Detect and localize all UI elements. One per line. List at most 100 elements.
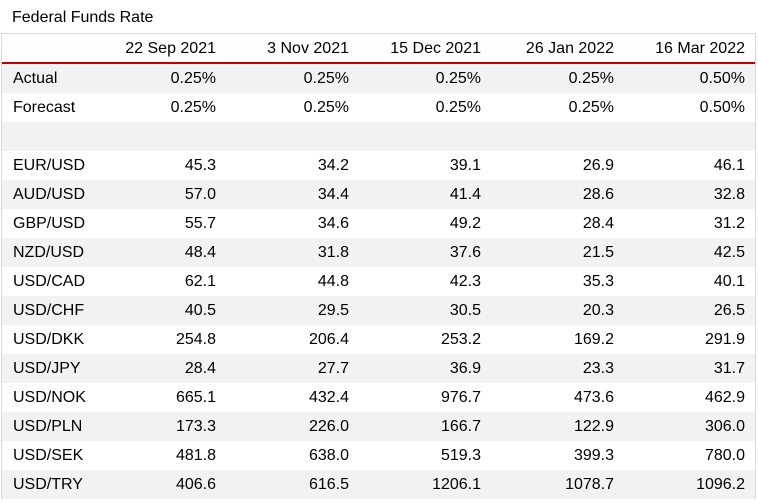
table-cell: 28.4 xyxy=(582,215,614,232)
table-cell: 0.50% xyxy=(699,70,745,87)
table-cell: 55.7 xyxy=(184,215,216,232)
table-cell: 37.6 xyxy=(449,244,481,261)
table-cell: 44.8 xyxy=(317,273,349,290)
row-label xyxy=(2,122,96,151)
table-cell: 473.6 xyxy=(573,389,614,406)
row-label: USD/CAD xyxy=(13,273,86,290)
table-row: Actual 0.25% 0.25% 0.25% 0.25% 0.50% xyxy=(2,64,755,93)
table-cell: 0.25% xyxy=(568,70,614,87)
table-cell: 45.3 xyxy=(184,157,216,174)
table-cell xyxy=(353,122,484,151)
table-body: Actual 0.25% 0.25% 0.25% 0.25% 0.50% Forecast 0… xyxy=(2,64,755,499)
table-cell: 34.2 xyxy=(317,157,349,174)
table-cell xyxy=(222,122,353,151)
table-cell: 26.9 xyxy=(582,157,614,174)
table-cell: 49.2 xyxy=(449,215,481,232)
table-cell xyxy=(96,122,222,151)
table-cell: 31.8 xyxy=(317,244,349,261)
table-cell: 406.6 xyxy=(175,476,216,493)
table-cell: 26.5 xyxy=(713,302,745,319)
table-cell: 665.1 xyxy=(175,389,216,406)
table-cell: 27.7 xyxy=(317,360,349,377)
table-cell: 253.2 xyxy=(440,331,481,348)
table-cell: 462.9 xyxy=(704,389,745,406)
table-cell: 40.5 xyxy=(184,302,216,319)
table-cell: 29.5 xyxy=(317,302,349,319)
table-cell: 976.7 xyxy=(440,389,481,406)
table-cell: 35.3 xyxy=(582,273,614,290)
table-cell: 36.9 xyxy=(449,360,481,377)
table-row: USD/DKK 254.8 206.4 253.2 169.2 291.9 xyxy=(2,325,755,354)
table-cell: 206.4 xyxy=(308,331,349,348)
table-row: EUR/USD 45.3 34.2 39.1 26.9 46.1 xyxy=(2,151,755,180)
table-cell: 23.3 xyxy=(582,360,614,377)
table-header-row: 22 Sep 2021 3 Nov 2021 15 Dec 2021 26 Ja… xyxy=(2,34,755,64)
table-cell: 42.3 xyxy=(449,273,481,290)
table-cell: 39.1 xyxy=(449,157,481,174)
header-cell-date: 16 Mar 2022 xyxy=(655,40,745,57)
table-cell: 432.4 xyxy=(308,389,349,406)
table-cell: 481.8 xyxy=(175,447,216,464)
table-cell: 62.1 xyxy=(184,273,216,290)
row-label: USD/PLN xyxy=(13,418,83,435)
table-row: USD/TRY 406.6 616.5 1206.1 1078.7 1096.2 xyxy=(2,470,755,499)
row-label: USD/SEK xyxy=(13,447,84,464)
table-cell: 0.25% xyxy=(170,70,216,87)
header-cell-date: 22 Sep 2021 xyxy=(125,40,216,57)
table-row: USD/NOK 665.1 432.4 976.7 473.6 462.9 xyxy=(2,383,755,412)
table-cell: 519.3 xyxy=(440,447,481,464)
table-cell: 173.3 xyxy=(175,418,216,435)
table-cell: 1096.2 xyxy=(696,476,745,493)
table-cell: 34.4 xyxy=(317,186,349,203)
table-cell: 46.1 xyxy=(713,157,745,174)
table-row: USD/CHF 40.5 29.5 30.5 20.3 26.5 xyxy=(2,296,755,325)
row-label: AUD/USD xyxy=(13,186,86,203)
table-cell: 0.50% xyxy=(699,99,745,116)
table-cell: 40.1 xyxy=(713,273,745,290)
table-cell: 0.25% xyxy=(170,99,216,116)
table-row: Forecast 0.25% 0.25% 0.25% 0.25% 0.50% xyxy=(2,93,755,122)
header-cell-date: 15 Dec 2021 xyxy=(390,40,481,57)
header-cell-date: 26 Jan 2022 xyxy=(525,40,614,57)
table-row: USD/PLN 173.3 226.0 166.7 122.9 306.0 xyxy=(2,412,755,441)
row-label: USD/NOK xyxy=(13,389,86,406)
row-label: USD/TRY xyxy=(13,476,83,493)
table-cell: 32.8 xyxy=(713,186,745,203)
table-title: Federal Funds Rate xyxy=(12,9,154,26)
row-label: NZD/USD xyxy=(13,244,85,261)
table-cell: 306.0 xyxy=(704,418,745,435)
table-cell: 0.25% xyxy=(435,99,481,116)
table-cell: 399.3 xyxy=(573,447,614,464)
table-cell: 0.25% xyxy=(303,99,349,116)
row-label: USD/CHF xyxy=(13,302,85,319)
table-row: USD/CAD 62.1 44.8 42.3 35.3 40.1 xyxy=(2,267,755,296)
table-cell: 0.25% xyxy=(568,99,614,116)
table-cell: 616.5 xyxy=(308,476,349,493)
table-row: NZD/USD 48.4 31.8 37.6 21.5 42.5 xyxy=(2,238,755,267)
table-row: GBP/USD 55.7 34.6 49.2 28.4 31.2 xyxy=(2,209,755,238)
table-row: USD/JPY 28.4 27.7 36.9 23.3 31.7 xyxy=(2,354,755,383)
rates-table: 22 Sep 2021 3 Nov 2021 15 Dec 2021 26 Ja… xyxy=(1,33,756,499)
table-cell: 780.0 xyxy=(704,447,745,464)
table-cell: 0.25% xyxy=(303,70,349,87)
table-row: USD/SEK 481.8 638.0 519.3 399.3 780.0 xyxy=(2,441,755,470)
table-cell xyxy=(484,122,618,151)
table-cell: 169.2 xyxy=(573,331,614,348)
table-cell: 21.5 xyxy=(582,244,614,261)
table-cell: 638.0 xyxy=(308,447,349,464)
table-cell: 57.0 xyxy=(184,186,216,203)
table-cell: 1206.1 xyxy=(432,476,481,493)
table-cell: 226.0 xyxy=(308,418,349,435)
table-cell: 20.3 xyxy=(582,302,614,319)
table-cell: 1078.7 xyxy=(565,476,614,493)
row-label: Forecast xyxy=(13,99,76,116)
table-cell: 31.7 xyxy=(713,360,745,377)
table-cell: 254.8 xyxy=(175,331,216,348)
table-row: AUD/USD 57.0 34.4 41.4 28.6 32.8 xyxy=(2,180,755,209)
table-cell: 31.2 xyxy=(713,215,745,232)
row-label: USD/DKK xyxy=(13,331,85,348)
table-cell: 291.9 xyxy=(704,331,745,348)
table-cell: 41.4 xyxy=(449,186,481,203)
row-label: GBP/USD xyxy=(13,215,86,232)
row-label: USD/JPY xyxy=(13,360,81,377)
